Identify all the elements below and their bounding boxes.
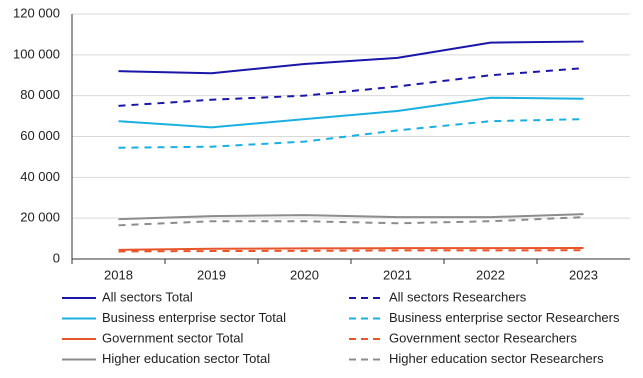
legend-label: Higher education sector Researchers [389,351,604,366]
y-tick-label: 20 000 [20,210,60,225]
x-tick-label: 2019 [197,267,226,282]
y-tick-label: 120 000 [13,5,60,20]
x-tick-label: 2023 [569,267,598,282]
y-tick-label: 0 [53,250,60,265]
series-line [118,249,584,253]
y-tick-label: 100 000 [13,46,60,61]
x-tick-label: 2022 [476,267,505,282]
legend-label: All sectors Total [102,289,193,304]
legend-label: Business enterprise sector Researchers [389,310,620,325]
series-line [118,118,584,149]
series-line [118,67,584,107]
legend-label: Higher education sector Total [102,351,270,366]
series-line [118,40,584,75]
legend-label: Government sector Total [102,330,243,345]
legend-label: Government sector Researchers [389,330,577,345]
x-tick-label: 2020 [290,267,319,282]
x-tick-label: 2018 [104,267,133,282]
legend-label: All sectors Researchers [389,289,527,304]
series-line [118,96,584,129]
series-line [118,246,584,251]
y-tick-label: 80 000 [20,87,60,102]
y-tick-label: 60 000 [20,128,60,143]
y-tick-label: 40 000 [20,169,60,184]
x-tick-label: 2021 [383,267,412,282]
series-line [118,213,584,221]
legend-label: Business enterprise sector Total [102,310,286,325]
